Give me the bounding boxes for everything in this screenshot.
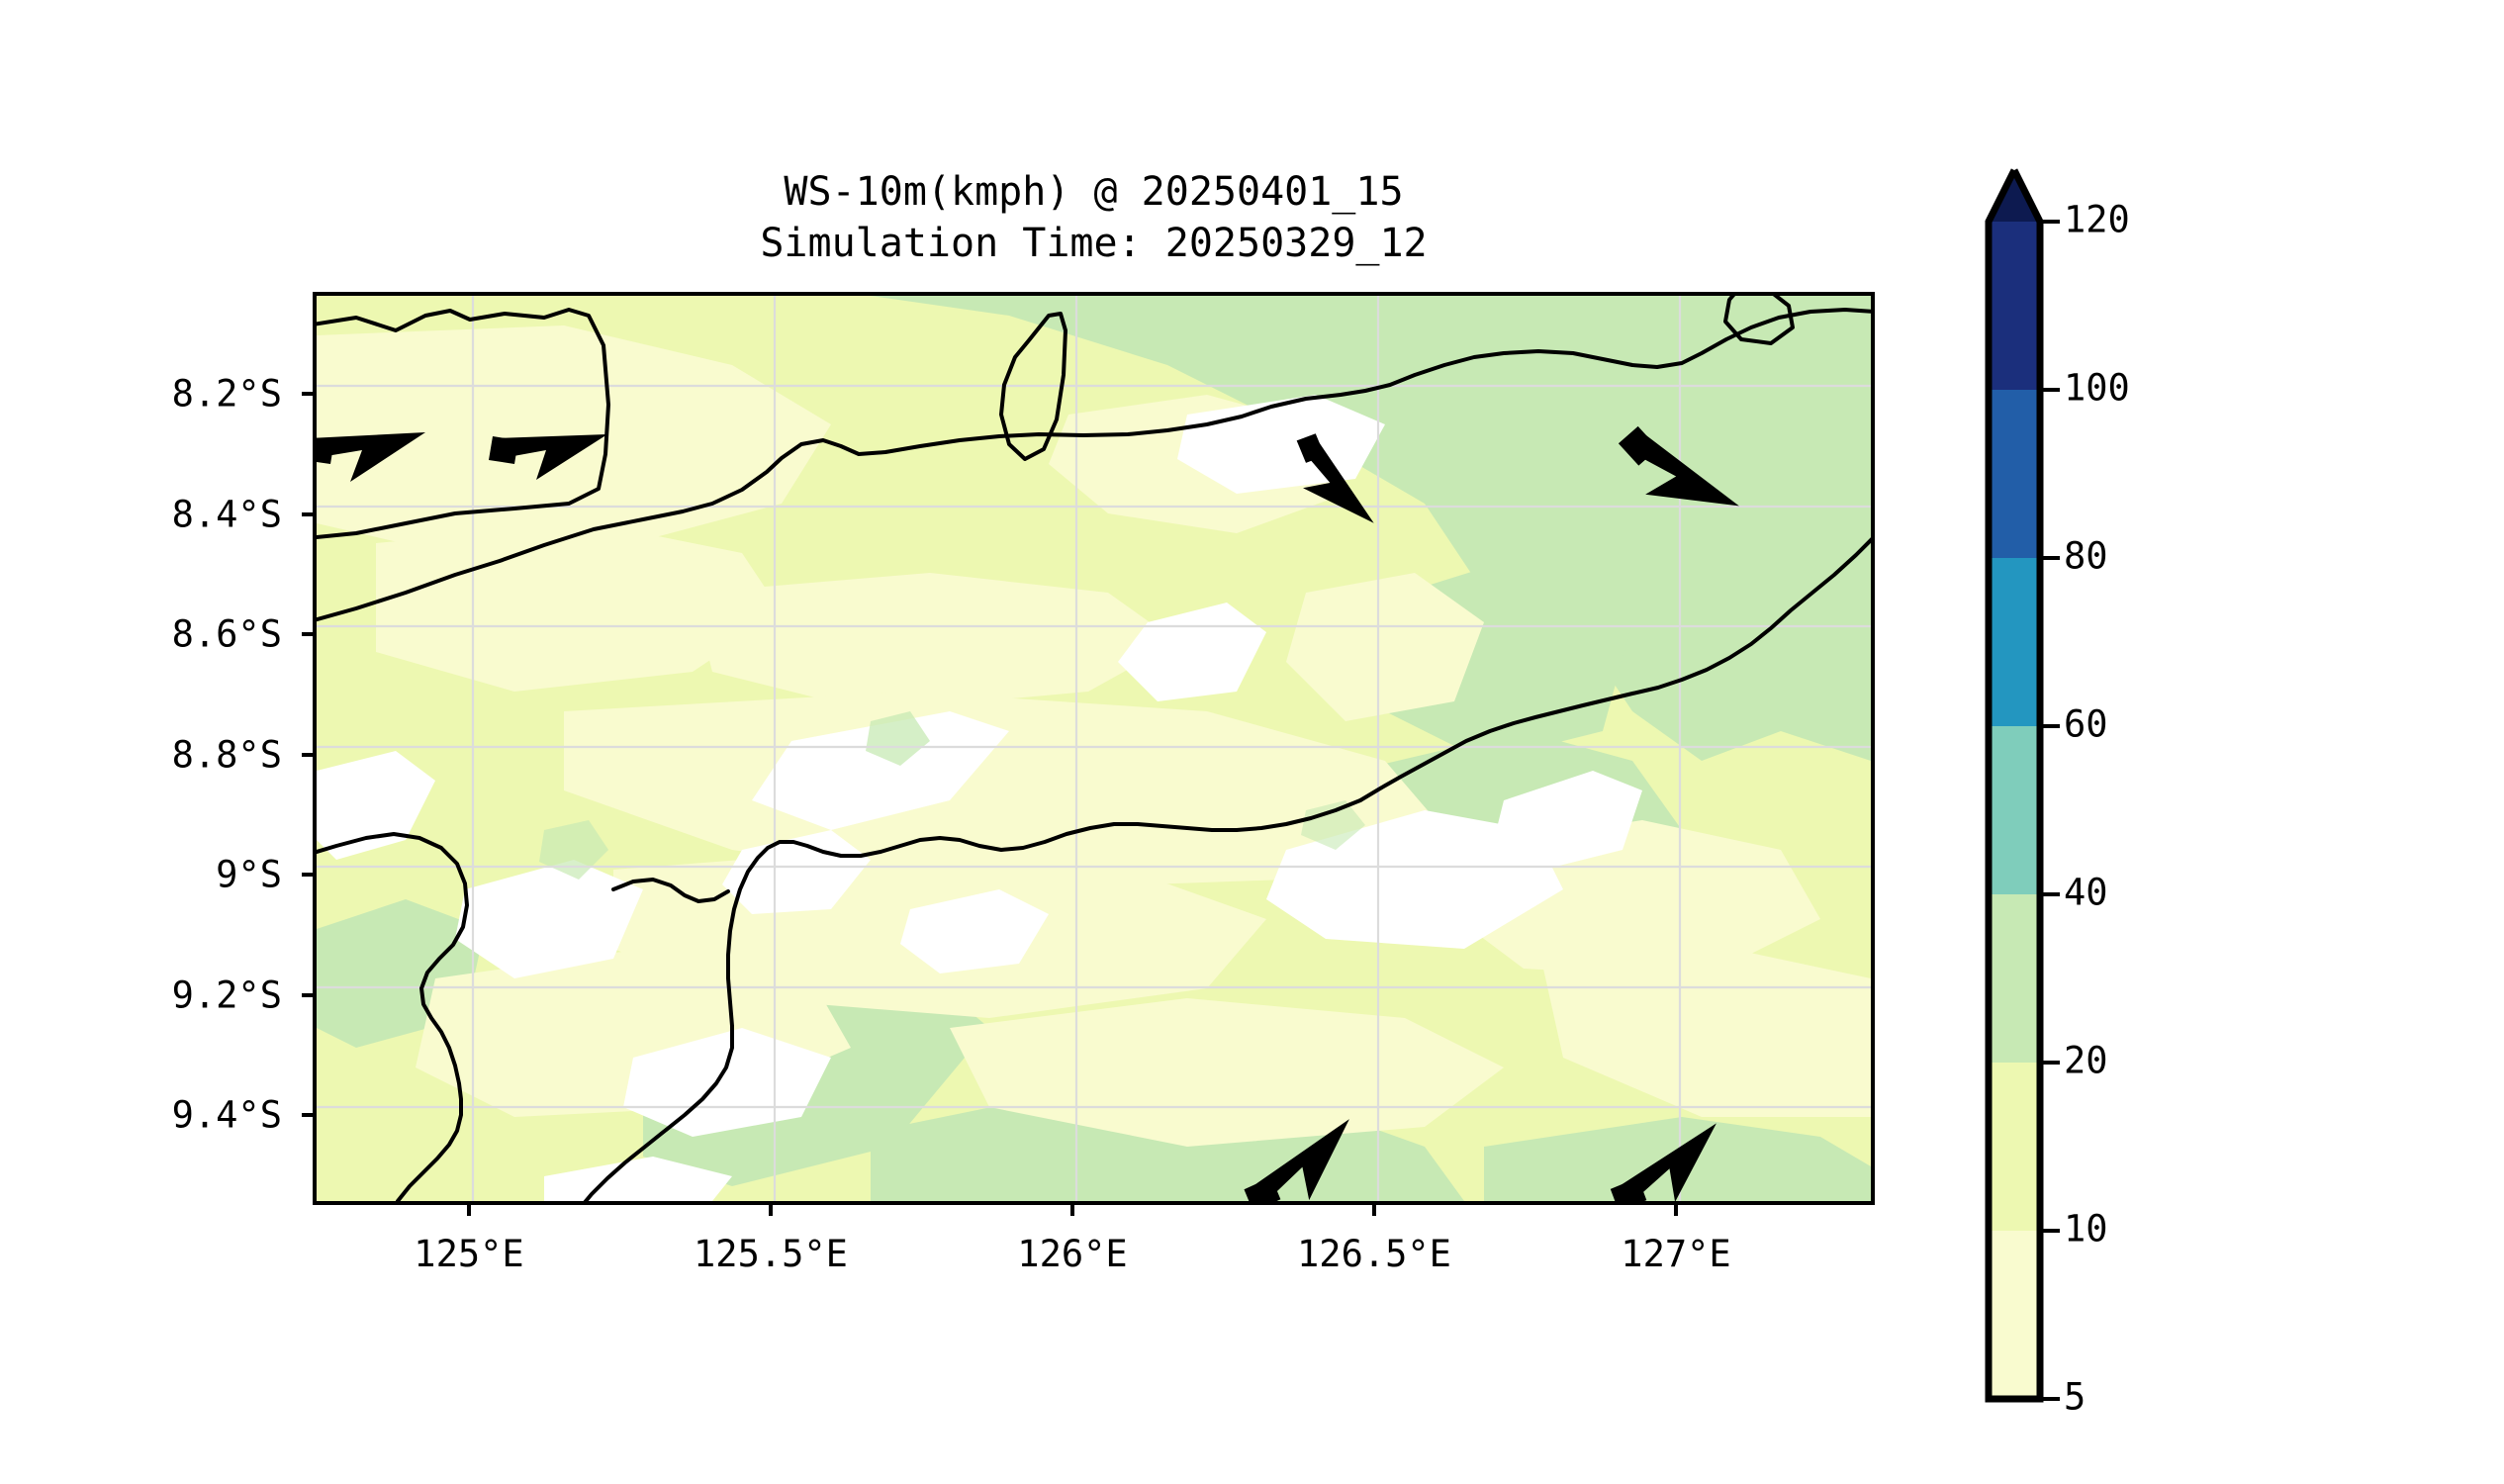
- y-tick-mark: [302, 392, 313, 396]
- x-tick-mark: [769, 1205, 773, 1216]
- colorbar-label-60: 60: [2064, 702, 2108, 746]
- y-tick-mark: [302, 993, 313, 997]
- wind-arrow-group: [317, 425, 1739, 1201]
- coastline-paths: [317, 296, 1871, 1201]
- chart-title: WS-10m(kmph) @ 20250401_15 Simulation Ti…: [313, 166, 1875, 269]
- colorbar-tick-mark: [2040, 388, 2060, 392]
- colorbar-tick-mark: [2040, 1061, 2060, 1065]
- wind-arrow: [317, 432, 425, 482]
- colorbar-tick-mark: [2040, 556, 2060, 560]
- colorbar-label-40: 40: [2064, 871, 2108, 914]
- colorbar-label-20: 20: [2064, 1039, 2108, 1082]
- wind-arrow: [1244, 1119, 1349, 1201]
- y-tick-label-9S: 9°S: [216, 853, 282, 896]
- title-line-1: WS-10m(kmph) @ 20250401_15: [784, 169, 1404, 215]
- x-tick-mark: [467, 1205, 471, 1216]
- colorbar-gradient: [1985, 168, 2044, 1403]
- x-tick-mark: [1372, 1205, 1376, 1216]
- wind-arrow: [489, 434, 607, 480]
- colorbar: 120 100 80 60 40 20 10 5: [1985, 168, 2130, 1419]
- y-tick-label-8-6S: 8.6°S: [171, 612, 282, 656]
- colorbar-tick-mark: [2040, 1397, 2060, 1401]
- y-tick-mark: [302, 1113, 313, 1117]
- colorbar-label-120: 120: [2064, 198, 2130, 241]
- map-contour-canvas: [317, 296, 1871, 1201]
- y-tick-label-8-2S: 8.2°S: [171, 372, 282, 416]
- colorbar-tick-mark: [2040, 892, 2060, 896]
- colorbar-label-5: 5: [2064, 1375, 2087, 1419]
- map-plot-area: [313, 292, 1875, 1205]
- x-tick-label-126E: 126°E: [1017, 1233, 1128, 1275]
- x-tick-label-126-5E: 126.5°E: [1297, 1233, 1451, 1275]
- y-tick-label-9-4S: 9.4°S: [171, 1093, 282, 1137]
- colorbar-tick-mark: [2040, 220, 2060, 224]
- x-tick-label-125-5E: 125.5°E: [694, 1233, 848, 1275]
- y-tick-mark: [302, 873, 313, 877]
- wind-arrow: [1610, 1123, 1716, 1201]
- grid-lines: [317, 296, 1871, 1201]
- y-tick-mark: [302, 632, 313, 636]
- wind-arrow: [1296, 433, 1374, 523]
- colorbar-label-80: 80: [2064, 534, 2108, 578]
- colorbar-tick-mark: [2040, 1229, 2060, 1233]
- y-tick-label-8-4S: 8.4°S: [171, 493, 282, 536]
- x-tick-mark: [1674, 1205, 1678, 1216]
- x-tick-mark: [1070, 1205, 1074, 1216]
- y-tick-label-9-2S: 9.2°S: [171, 974, 282, 1017]
- colorbar-tick-mark: [2040, 724, 2060, 728]
- wind-arrow: [1618, 425, 1739, 507]
- colorbar-label-100: 100: [2064, 366, 2130, 410]
- title-line-2: Simulation Time: 20250329_12: [760, 221, 1428, 266]
- y-tick-label-8-8S: 8.8°S: [171, 733, 282, 777]
- y-tick-mark: [302, 512, 313, 516]
- colorbar-label-10: 10: [2064, 1207, 2108, 1251]
- x-tick-label-125E: 125°E: [414, 1233, 524, 1275]
- y-tick-mark: [302, 753, 313, 757]
- x-tick-label-127E: 127°E: [1621, 1233, 1731, 1275]
